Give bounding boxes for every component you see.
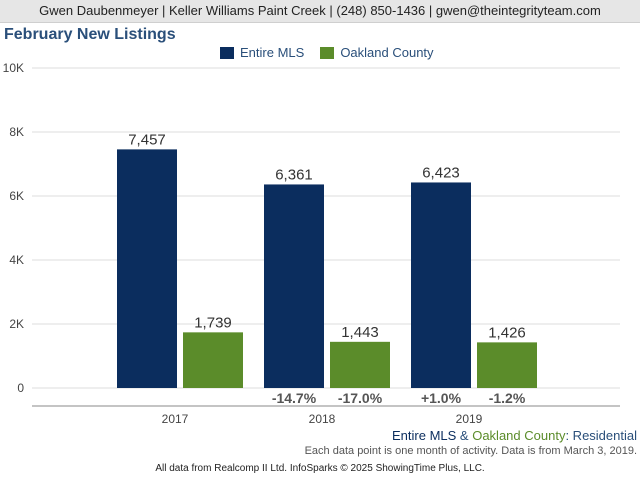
legend-label-entire-mls: Entire MLS xyxy=(240,45,305,60)
legend-item-oakland-county[interactable]: Oakland County xyxy=(320,45,434,60)
legend-swatch-oakland-county xyxy=(320,46,335,59)
bar-value-label: 6,361 xyxy=(275,166,313,183)
chart-title: February New Listings xyxy=(4,26,176,43)
axes: 0 2K 4K 6K 8K 10K 2017 2018 2019 xyxy=(3,61,620,425)
footnote-series-entire-mls: Entire MLS xyxy=(392,428,457,443)
legend-item-entire-mls[interactable]: Entire MLS xyxy=(220,45,304,60)
change-label: -14.7% xyxy=(272,390,317,406)
y-tick-label: 6K xyxy=(9,189,24,203)
change-label: +1.0% xyxy=(421,390,462,406)
bar-chart: 0 2K 4K 6K 8K 10K 2017 2018 2019 7,457 1,739 6,361… xyxy=(3,61,620,425)
change-label: -17.0% xyxy=(338,390,383,406)
data-labels: 7,457 1,739 6,361 -14.7% 1,443 -17.0% 6,423 +1.… xyxy=(128,131,526,406)
footnote-suffix: : Residential xyxy=(565,428,637,443)
y-tick-label: 0 xyxy=(17,381,24,395)
bar[interactable] xyxy=(117,149,177,388)
x-tick-label: 2018 xyxy=(309,412,336,425)
y-tick-label: 10K xyxy=(3,61,24,75)
x-tick-label: 2019 xyxy=(456,412,483,425)
bars xyxy=(117,149,537,388)
data-note: Each data point is one month of activity… xyxy=(304,445,637,457)
series-footnote: Entire MLS & Oakland County: Residential xyxy=(392,428,637,443)
bar[interactable] xyxy=(411,182,471,388)
footnote-ampersand: & xyxy=(456,428,473,443)
bar[interactable] xyxy=(183,332,243,388)
legend-swatch-entire-mls xyxy=(220,46,234,59)
bar-value-label: 7,457 xyxy=(128,131,166,148)
bar-value-label: 6,423 xyxy=(422,164,460,181)
bar[interactable] xyxy=(477,342,537,388)
y-tick-label: 2K xyxy=(9,317,24,331)
bar-value-label: 1,443 xyxy=(341,324,379,341)
x-tick-label: 2017 xyxy=(162,412,189,425)
bar-value-label: 1,426 xyxy=(488,324,526,341)
y-tick-label: 4K xyxy=(9,253,24,267)
bar-value-label: 1,739 xyxy=(194,314,232,331)
y-tick-label: 8K xyxy=(9,125,24,139)
bar[interactable] xyxy=(330,341,390,388)
data-credit: All data from Realcomp II Ltd. InfoSpark… xyxy=(155,463,485,474)
legend-label-oakland-county: Oakland County xyxy=(340,45,434,60)
contact-text: Gwen Daubenmeyer | Keller Williams Paint… xyxy=(39,3,601,18)
bar[interactable] xyxy=(264,184,324,388)
change-label: -1.2% xyxy=(489,390,526,406)
chart-legend: Entire MLS Oakland County xyxy=(220,45,450,60)
footnote-series-oakland-county: Oakland County xyxy=(472,428,566,443)
contact-header: Gwen Daubenmeyer | Keller Williams Paint… xyxy=(0,0,640,23)
